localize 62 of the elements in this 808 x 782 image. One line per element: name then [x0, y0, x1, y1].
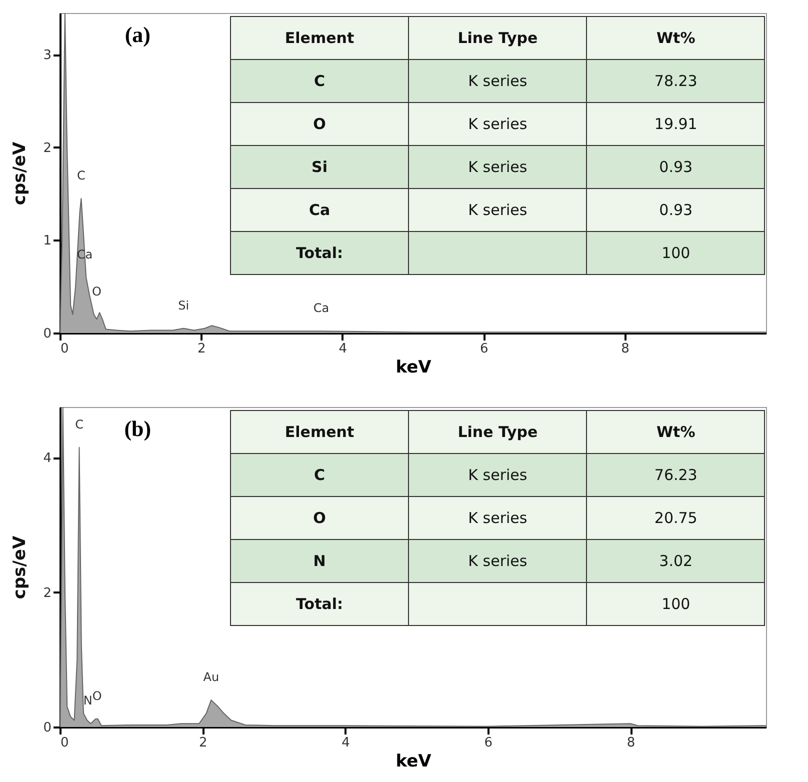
annotation: Au: [203, 670, 220, 684]
annotation: K series: [408, 496, 587, 539]
annotation: N: [230, 539, 409, 582]
annotation: K series: [408, 59, 587, 102]
annotation: 76.23: [586, 453, 765, 496]
x-tick-label: 4: [342, 736, 350, 750]
annotation: 0.93: [586, 188, 765, 231]
x-tick-label: 0: [60, 342, 69, 356]
annotation: Total:: [230, 582, 409, 625]
annotation: Wt%: [586, 410, 765, 453]
y-tick-label: 0: [43, 720, 52, 736]
annotation: Line Type: [408, 16, 587, 59]
annotation: 78.23: [586, 59, 765, 102]
annotation: Element: [230, 410, 409, 453]
annotation: O: [230, 496, 409, 539]
annotation: O: [92, 284, 102, 298]
annotation: C: [230, 453, 409, 496]
y-tick-label: 1: [43, 234, 52, 249]
annotation: Element: [230, 16, 409, 59]
annotation: Ca: [313, 301, 330, 316]
annotation: O: [92, 688, 102, 703]
annotation: 100: [586, 582, 765, 625]
x-axis-title: keV: [396, 752, 432, 772]
annotation: 3.02: [586, 539, 765, 582]
y-tick-label: 2: [43, 140, 52, 156]
annotation: K series: [408, 453, 587, 496]
x-tick-label: 0: [60, 736, 69, 750]
annotation: (a): [124, 22, 150, 47]
annotation: C: [230, 59, 409, 102]
annotation: K series: [408, 102, 587, 145]
annotation: K series: [408, 539, 587, 582]
annotation: N: [83, 694, 92, 708]
annotation: Ca: [230, 188, 409, 231]
annotation: Si: [178, 298, 190, 312]
annotation: Line Type: [408, 410, 587, 453]
annotation: 19.91: [586, 102, 765, 145]
annotation: 20.75: [586, 496, 765, 539]
annotation: K series: [408, 188, 587, 231]
annotation: K series: [408, 145, 587, 188]
x-tick-label: 2: [198, 736, 208, 750]
annotation: Total:: [230, 231, 409, 274]
x-tick-label: 6: [480, 342, 488, 356]
annotation: Wt%: [586, 16, 765, 59]
annotation: C: [75, 417, 84, 432]
x-tick-label: 8: [626, 736, 636, 750]
y-tick-label: 4: [43, 451, 52, 466]
annotation: 0.93: [586, 145, 765, 188]
y-tick-label: 3: [43, 48, 52, 64]
annotation: O: [230, 102, 409, 145]
annotation: Si: [230, 145, 409, 188]
x-tick-label: 4: [338, 342, 348, 356]
annotation: (b): [124, 416, 152, 441]
x-tick-label: 2: [198, 342, 206, 356]
y-axis-title: cps/eV: [10, 141, 30, 206]
x-axis-title: keV: [396, 358, 432, 378]
x-tick-label: 8: [621, 342, 630, 356]
x-tick-label: 6: [484, 736, 493, 750]
annotation: C: [76, 168, 86, 183]
y-tick-label: 2: [43, 586, 52, 601]
y-tick-label: 0: [43, 326, 52, 342]
y-axis-title: cps/eV: [10, 535, 30, 600]
annotation: 100: [586, 231, 765, 274]
